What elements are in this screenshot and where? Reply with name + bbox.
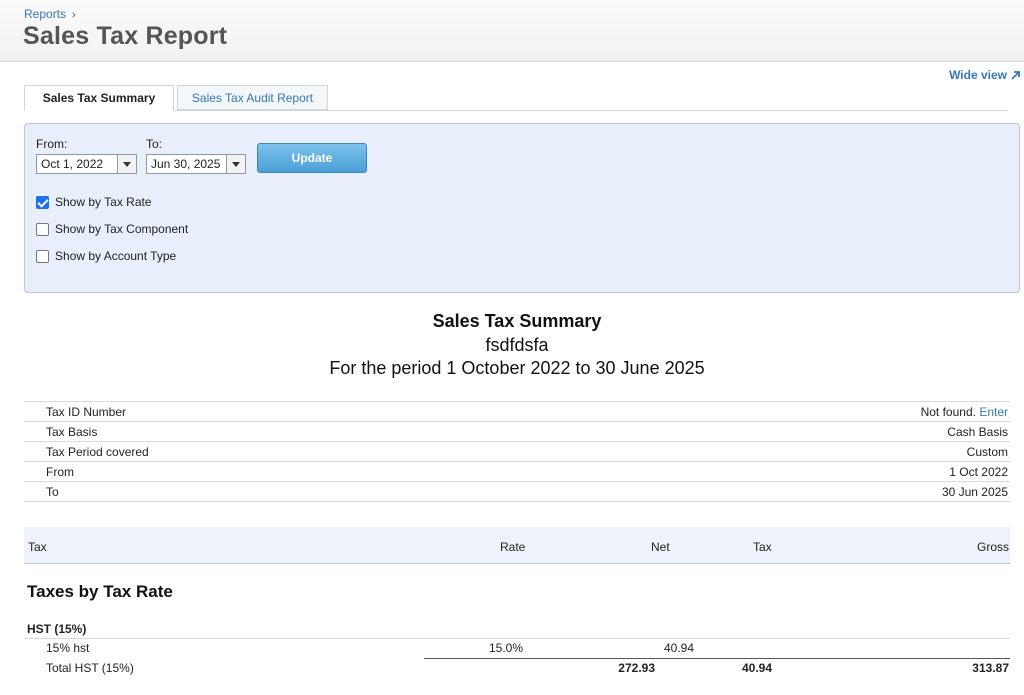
total-net: 272.93 [618,661,655,675]
chevron-down-icon [226,155,245,173]
info-value: 1 Oct 2022 [949,465,1008,479]
filter-panel: From: Oct 1, 2022 To: Jun 30, 2025 Updat… [24,123,1020,293]
wide-view-label: Wide view [949,68,1007,82]
info-value: Not found. Enter [921,405,1008,419]
info-key: To [46,485,59,499]
info-row: From 1 Oct 2022 [24,462,1010,482]
total-tax: 40.94 [741,661,772,675]
info-row: To 30 Jun 2025 [24,482,1010,502]
table-row: 15% hst 15.0% 40.94 [24,638,1010,658]
column-tax-amount: Tax [753,540,772,554]
section-title: Taxes by Tax Rate [27,582,173,601]
report-tabs: Sales Tax Summary Sales Tax Audit Report [24,85,1008,111]
show-by-account-type-checkbox[interactable] [36,249,49,263]
column-net: Net [651,540,670,554]
show-by-tax-rate-checkbox[interactable] [36,195,49,209]
organisation-name: fsdfdsfa [485,335,549,355]
column-tax: Tax [28,540,47,554]
info-key: Tax Period covered [46,445,149,459]
update-button[interactable]: Update [257,143,367,173]
info-key: Tax Basis [46,425,98,439]
row-name: 15% hst [46,641,90,655]
total-row: Total HST (15%) 272.93 40.94 313.87 [24,658,1010,678]
total-divider [424,658,1010,659]
show-by-tax-component-option[interactable]: Show by Tax Component [36,222,188,236]
expand-icon [1011,70,1020,80]
to-date-value: Jun 30, 2025 [151,157,221,171]
show-by-tax-rate-label: Show by Tax Rate [55,195,152,209]
info-key: Tax ID Number [46,405,127,419]
total-gross: 313.87 [972,661,1009,675]
breadcrumb-separator: › [72,9,76,21]
tab-sales-tax-audit-report[interactable]: Sales Tax Audit Report [177,85,328,110]
page-title: Sales Tax Report [23,22,228,50]
chevron-down-icon [117,155,136,173]
to-date-select[interactable]: Jun 30, 2025 [146,154,246,174]
show-by-tax-rate-option[interactable]: Show by Tax Rate [36,195,152,209]
group-title: HST (15%) [27,622,87,636]
show-by-account-type-label: Show by Account Type [55,249,177,263]
page-header: Reports › Sales Tax Report [0,0,1024,62]
info-row: Tax ID Number Not found. Enter [24,402,1010,422]
from-date-select[interactable]: Oct 1, 2022 [36,154,137,174]
column-rate: Rate [500,540,526,554]
breadcrumb: Reports › [24,7,76,21]
from-date-value: Oct 1, 2022 [41,157,104,171]
tab-sales-tax-summary[interactable]: Sales Tax Summary [24,85,174,111]
wide-view-link[interactable]: Wide view [949,68,1020,82]
tax-id-status: Not found. [920,405,976,419]
info-row: Tax Period covered Custom [24,442,1010,462]
report-period: For the period 1 October 2022 to 30 June… [329,358,705,378]
info-value: Cash Basis [947,425,1008,439]
info-value: Custom [966,445,1008,459]
show-by-tax-component-label: Show by Tax Component [55,222,189,236]
total-name: Total HST (15%) [46,661,134,675]
show-by-tax-component-checkbox[interactable] [36,222,49,236]
report-info-table: Tax ID Number Not found. Enter Tax Basis… [24,401,1010,502]
enter-tax-id-link[interactable]: Enter [979,405,1008,419]
info-value: 30 Jun 2025 [941,485,1008,499]
to-label: To: [146,137,163,151]
divider [24,638,1010,639]
table-column-header: Tax Rate Net Tax Gross [24,527,1010,564]
info-key: From [46,465,74,479]
report-title: Sales Tax Summary [432,311,602,331]
row-tax: 40.94 [663,641,694,655]
column-gross: Gross [976,540,1009,554]
info-row: Tax Basis Cash Basis [24,422,1010,442]
from-label: From: [36,137,68,151]
show-by-account-type-option[interactable]: Show by Account Type [36,249,176,263]
breadcrumb-reports-link[interactable]: Reports [24,7,67,21]
row-rate: 15.0% [489,641,524,655]
